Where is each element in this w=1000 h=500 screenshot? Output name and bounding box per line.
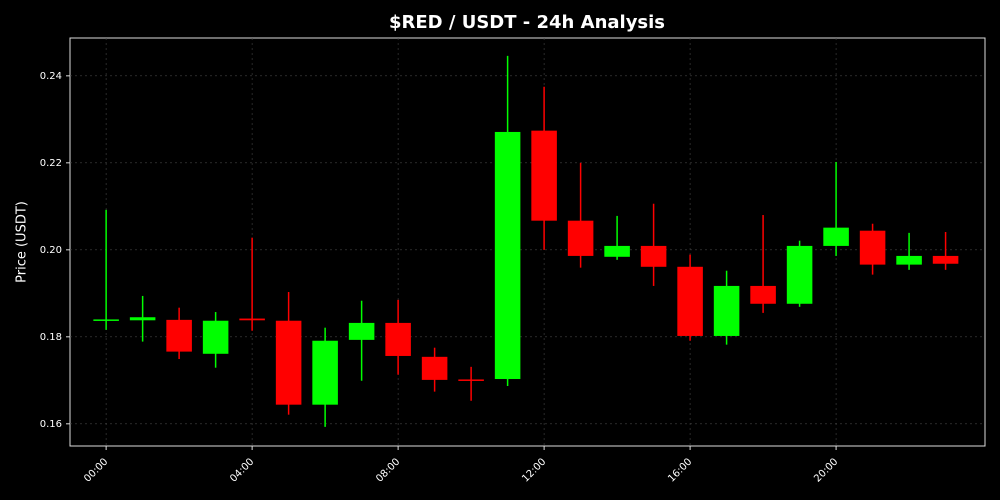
chart-title: $RED / USDT - 24h Analysis xyxy=(389,12,665,33)
candle-body xyxy=(348,322,375,340)
x-tick-label: 08:00 xyxy=(374,456,402,484)
y-tick-label: 0.22 xyxy=(40,158,62,169)
candle-body xyxy=(750,285,776,304)
candle-body xyxy=(531,130,557,221)
candle-body xyxy=(640,245,667,267)
grid xyxy=(70,38,985,446)
candle-body xyxy=(166,319,192,352)
candle-body xyxy=(823,227,849,246)
candle-body xyxy=(385,322,411,356)
x-tick-label: 12:00 xyxy=(520,456,548,484)
y-tick-label: 0.18 xyxy=(40,332,62,343)
y-tick-label: 0.16 xyxy=(40,419,62,430)
candle-body xyxy=(275,320,302,405)
candle-body xyxy=(859,230,886,265)
candle-body xyxy=(896,255,922,265)
candle-body xyxy=(93,319,119,321)
candle-body xyxy=(421,356,448,380)
candle-body xyxy=(786,245,813,304)
x-tick-label: 00:00 xyxy=(82,456,110,484)
candle-body xyxy=(604,245,630,257)
candle-body xyxy=(932,255,959,264)
candle-body xyxy=(202,320,229,354)
candle-body xyxy=(713,285,740,336)
candle-body xyxy=(567,220,594,256)
x-tick-label: 20:00 xyxy=(812,456,840,484)
candle-body xyxy=(494,131,521,380)
x-tick-label: 04:00 xyxy=(228,456,256,484)
candle-body xyxy=(677,266,703,336)
y-tick-label: 0.20 xyxy=(40,245,62,256)
x-tick-label: 16:00 xyxy=(666,456,694,484)
y-tick-label: 0.24 xyxy=(40,71,62,82)
candle-body xyxy=(312,340,338,405)
candle-body xyxy=(458,379,484,381)
marks xyxy=(93,55,959,427)
y-axis-label: Price (USDT) xyxy=(15,201,30,283)
candle-body xyxy=(129,317,156,321)
candle-body xyxy=(239,318,265,321)
